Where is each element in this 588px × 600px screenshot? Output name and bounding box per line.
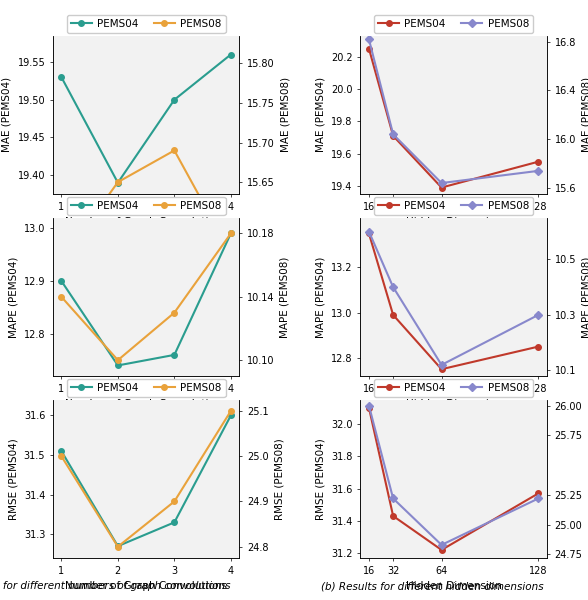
X-axis label: Number of Graph Convolutions: Number of Graph Convolutions (65, 581, 227, 591)
Text: (b) Results for different hidden dimensions: (b) Results for different hidden dimensi… (321, 581, 543, 591)
Y-axis label: RMSE (PEMS04): RMSE (PEMS04) (8, 438, 18, 520)
X-axis label: Number of Graph Convolutions: Number of Graph Convolutions (65, 217, 227, 227)
Y-axis label: MAE (PEMS04): MAE (PEMS04) (316, 77, 326, 152)
Y-axis label: MAPE (PEMS08): MAPE (PEMS08) (582, 256, 588, 338)
Text: (a) Results for different numbers of graph convolutions: (a) Results for different numbers of gra… (0, 581, 230, 591)
X-axis label: Hidden Dimension: Hidden Dimension (406, 581, 502, 591)
Legend: PEMS04, PEMS08: PEMS04, PEMS08 (374, 379, 533, 397)
Y-axis label: MAE (PEMS08): MAE (PEMS08) (280, 77, 290, 152)
Y-axis label: MAE (PEMS08): MAE (PEMS08) (582, 77, 588, 152)
X-axis label: Hidden Dimension: Hidden Dimension (406, 399, 502, 409)
X-axis label: Number of Graph Convolutions: Number of Graph Convolutions (65, 399, 227, 409)
Y-axis label: RMSE (PEMS08): RMSE (PEMS08) (274, 438, 284, 520)
Legend: PEMS04, PEMS08: PEMS04, PEMS08 (66, 197, 226, 215)
Legend: PEMS04, PEMS08: PEMS04, PEMS08 (66, 14, 226, 33)
Y-axis label: MAPE (PEMS04): MAPE (PEMS04) (316, 256, 326, 338)
Y-axis label: MAE (PEMS04): MAE (PEMS04) (2, 77, 12, 152)
Y-axis label: RMSE (PEMS04): RMSE (PEMS04) (316, 438, 326, 520)
Legend: PEMS04, PEMS08: PEMS04, PEMS08 (66, 379, 226, 397)
Legend: PEMS04, PEMS08: PEMS04, PEMS08 (374, 14, 533, 33)
Y-axis label: MAPE (PEMS08): MAPE (PEMS08) (280, 256, 290, 338)
X-axis label: Hidden Dimension: Hidden Dimension (406, 217, 502, 227)
Legend: PEMS04, PEMS08: PEMS04, PEMS08 (374, 197, 533, 215)
Y-axis label: MAPE (PEMS04): MAPE (PEMS04) (8, 256, 18, 338)
